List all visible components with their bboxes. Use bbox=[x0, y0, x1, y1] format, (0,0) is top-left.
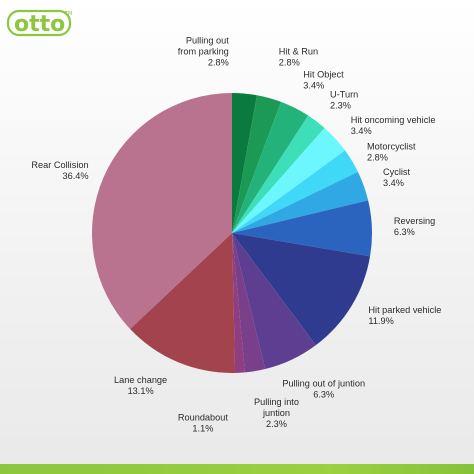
data-label-rear-collision: Rear Collision 36.4% bbox=[31, 160, 88, 181]
slice-name-label: Hit Object bbox=[303, 70, 344, 80]
pie-slice-roundabout bbox=[232, 233, 245, 373]
slice-value-label: 13.1% bbox=[128, 386, 154, 396]
slice-value-label: 6.3% bbox=[313, 389, 334, 399]
slice-value-label: 1.1% bbox=[192, 424, 213, 434]
pie-slice-motorcyclist bbox=[232, 150, 358, 233]
pie-slice-lane-change bbox=[130, 233, 236, 373]
logo-wordmark: otto bbox=[14, 12, 65, 37]
pie-slice-hit-oncoming-vehicle bbox=[232, 127, 346, 233]
footer-accent-bar bbox=[0, 464, 474, 474]
pie-slice-rear-collision bbox=[91, 92, 232, 330]
slice-name-label: Hit oncoming vehicle bbox=[351, 115, 436, 125]
slice-value-label: 2.3% bbox=[330, 100, 351, 110]
slice-value-label: 2.8% bbox=[208, 58, 229, 68]
data-label-cyclist: Cyclist 3.4% bbox=[383, 167, 410, 188]
slice-name-label: Cyclist bbox=[383, 167, 410, 177]
data-label-u-turn: U-Turn 2.3% bbox=[330, 89, 358, 110]
slice-name-label: Reversing bbox=[394, 216, 435, 226]
slice-name-label: juntion bbox=[262, 408, 290, 418]
slice-name-label: Lane change bbox=[114, 375, 167, 385]
data-label-pulling-into-juntion: Pulling into juntion 2.3% bbox=[254, 397, 299, 429]
slice-value-label: 2.3% bbox=[266, 419, 287, 429]
slice-name-label: Pulling out bbox=[186, 36, 229, 46]
slice-value-label: 2.8% bbox=[279, 58, 300, 68]
pie-labels: Pulling out from parking 2.8%Hit & Run 2.8%… bbox=[31, 36, 441, 434]
pie-slice-u-turn bbox=[232, 115, 325, 233]
slice-name-label: Pulling into bbox=[254, 397, 299, 407]
data-label-roundabout: Roundabout 1.1% bbox=[178, 413, 229, 434]
slice-value-label: 3.4% bbox=[351, 126, 372, 136]
data-label-pulling-out-of-juntion: Pulling out of juntion 6.3% bbox=[282, 378, 365, 399]
data-label-reversing: Reversing 6.3% bbox=[394, 216, 435, 237]
pie-slice-hit-object bbox=[232, 101, 309, 234]
slice-name-label: Hit & Run bbox=[279, 47, 318, 57]
slice-value-label: 6.3% bbox=[394, 227, 415, 237]
otto-logo: otto TM bbox=[6, 9, 72, 37]
slice-value-label: 11.9% bbox=[368, 316, 393, 326]
pie-slice-cyclist bbox=[232, 171, 369, 233]
pie-slice-hit-parked-vehicle bbox=[232, 233, 371, 346]
pie-slices bbox=[91, 92, 372, 373]
slice-value-label: 36.4% bbox=[63, 171, 89, 181]
data-label-motorcyclist: Motorcyclist 2.8% bbox=[367, 142, 416, 163]
slice-value-label: 3.4% bbox=[303, 81, 324, 91]
slice-name-label: U-Turn bbox=[330, 89, 358, 99]
pie-slice-pulling-into-juntion bbox=[232, 233, 266, 373]
pie-slice-reversing bbox=[232, 200, 372, 257]
data-label-hit-parked-vehicle: Hit parked vehicle 11.9% bbox=[368, 305, 441, 326]
pie-slice-hit-run bbox=[232, 95, 282, 234]
data-label-lane-change: Lane change 13.1% bbox=[114, 375, 167, 396]
slice-value-label: 3.4% bbox=[383, 178, 404, 188]
data-label-hit-object: Hit Object 3.4% bbox=[303, 70, 344, 91]
slice-name-label: Pulling out of juntion bbox=[282, 378, 365, 388]
slice-value-label: 2.8% bbox=[367, 153, 388, 163]
slice-name-label: Motorcyclist bbox=[367, 142, 416, 152]
data-label-pulling-out-from-parking: Pulling out from parking 2.8% bbox=[178, 36, 230, 68]
data-label-hit-oncoming-vehicle: Hit oncoming vehicle 3.4% bbox=[351, 115, 436, 136]
slice-name-label: Hit parked vehicle bbox=[368, 305, 441, 315]
slice-name-label: from parking bbox=[178, 47, 229, 57]
logo-trademark: TM bbox=[64, 11, 72, 17]
slice-name-label: Roundabout bbox=[178, 413, 229, 423]
data-label-hit-run: Hit & Run 2.8% bbox=[279, 47, 318, 68]
slice-name-label: Rear Collision bbox=[31, 160, 88, 170]
pie-slice-pulling-out-from-parking bbox=[232, 93, 257, 233]
pie-slice-pulling-out-of-juntion bbox=[232, 233, 316, 369]
